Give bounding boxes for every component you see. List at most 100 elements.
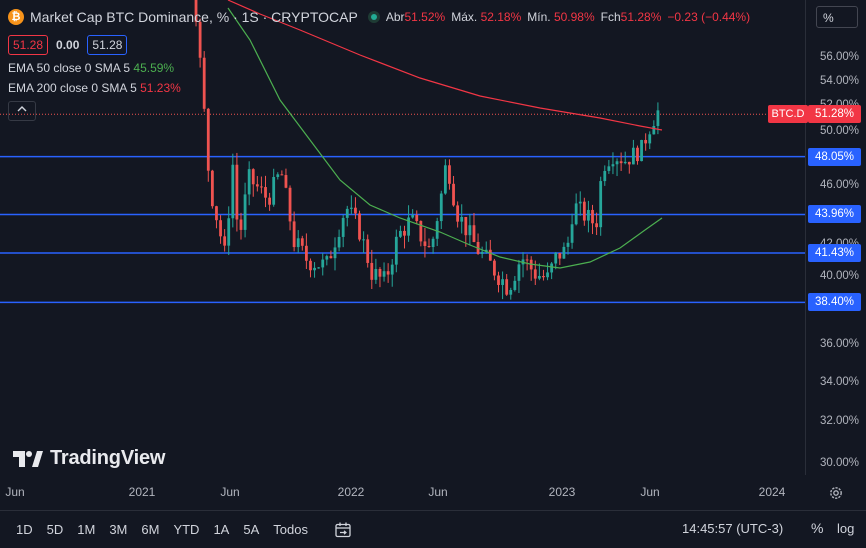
candle-body [513, 280, 517, 290]
range-5y-button[interactable]: 5A [243, 522, 260, 537]
chevron-up-icon [17, 106, 27, 112]
candle-body [403, 230, 406, 236]
percent-scale-toggle[interactable]: % [811, 520, 824, 536]
time-tick: Jun [220, 485, 240, 499]
candle-body [460, 216, 464, 222]
time-tick: Jun [428, 485, 448, 499]
range-1y-button[interactable]: 1A [213, 522, 230, 537]
candle-body [411, 214, 415, 218]
candle-body [488, 249, 492, 261]
candle-body [304, 245, 308, 261]
candle-body [272, 176, 276, 205]
candle-body [648, 134, 652, 144]
price-tick: 50.00% [819, 124, 859, 137]
candle-body [423, 241, 427, 246]
log-scale-toggle[interactable]: log [837, 521, 855, 536]
time-tick: 2023 [548, 485, 576, 499]
candle-body [264, 187, 267, 198]
watermark-text: TradingView [50, 447, 166, 469]
tradingview-watermark: TradingView [12, 447, 165, 470]
chart-settings-button[interactable] [805, 475, 866, 510]
buy-price-box[interactable]: 51.28 [87, 35, 128, 55]
candle-body [390, 264, 394, 275]
scale-units-button[interactable]: % [816, 6, 858, 28]
candle-body [280, 174, 284, 176]
time-tick: Jun [640, 485, 660, 499]
candle-body [542, 275, 545, 278]
candle-body [435, 221, 439, 239]
time-tick: Jun [5, 485, 25, 499]
candle-body [317, 267, 321, 269]
time-axis[interactable]: Jun 2021 Jun 2022 Jun 2023 Jun 2024 [0, 475, 805, 510]
candle-body [644, 139, 648, 144]
candle-body [591, 209, 594, 224]
candle-body [268, 197, 271, 205]
price-tick: 32.00% [819, 415, 859, 428]
candle-body [198, 21, 202, 58]
range-1m-button[interactable]: 1M [77, 522, 96, 537]
market-status-icon[interactable] [367, 11, 380, 23]
candle-body [215, 206, 218, 221]
range-6m-button[interactable]: 6M [141, 522, 160, 537]
sell-price-box[interactable]: 51.28 [8, 35, 49, 55]
candle-body [325, 256, 329, 260]
symbol-price-tag: BTC.D [768, 105, 808, 124]
price-value-row: 51.28 0.00 51.28 [8, 35, 750, 55]
candle-body [652, 126, 656, 135]
candle-body [378, 268, 382, 277]
clock-timezone[interactable]: 14:45:57 (UTC-3) [682, 521, 784, 536]
candle-body [370, 262, 374, 280]
ema200-line [227, 0, 663, 131]
candle-body [247, 169, 251, 195]
price-tick: 30.00% [819, 457, 859, 469]
candle-body [582, 201, 586, 221]
range-all-button[interactable]: Todos [273, 522, 308, 537]
level-price-label: 43.96% [808, 205, 861, 224]
date-range-icon[interactable] [334, 521, 352, 539]
candle-body [484, 249, 488, 252]
collapse-legend-button[interactable] [8, 101, 36, 121]
candle-body [566, 242, 570, 247]
candle-body [640, 139, 643, 162]
ohlc-open: Abr51.52% [385, 10, 446, 24]
candle-body [419, 221, 423, 242]
candle-body [574, 203, 578, 225]
ohlc-change: −0.23 (−0.44%) [667, 10, 751, 24]
price-axis[interactable]: 56.00%54.00%52.00%50.00%46.00%42.00%40.0… [805, 0, 866, 475]
bitcoin-icon: ₿ [8, 9, 24, 25]
candle-body [611, 164, 615, 167]
symbol-title[interactable]: Market Cap BTC Dominance, % · 1S · CRYPT… [30, 9, 358, 25]
indicator-ema200[interactable]: EMA 200 close 0 SMA 5 51.23% [8, 81, 181, 95]
range-ytd-button[interactable]: YTD [173, 522, 200, 537]
candle-body [276, 174, 280, 177]
candle-body [239, 219, 243, 230]
candle-body [386, 271, 390, 275]
candle-body [603, 170, 607, 182]
price-tick: 46.00% [819, 178, 859, 191]
symbol-title-row[interactable]: ₿ Market Cap BTC Dominance, % · 1S · CRY… [8, 7, 750, 27]
range-3m-button[interactable]: 3M [109, 522, 128, 537]
candle-body [517, 264, 521, 281]
indicator-ema50[interactable]: EMA 50 close 0 SMA 5 45.59% [8, 61, 175, 75]
chart-legend: ₿ Market Cap BTC Dominance, % · 1S · CRY… [8, 7, 750, 121]
range-5d-button[interactable]: 5D [46, 522, 64, 537]
candle-body [550, 263, 554, 273]
candle-body [497, 275, 500, 285]
ema50-line [227, 7, 663, 269]
price-tick: 54.00% [819, 74, 859, 87]
time-tick: 2022 [337, 485, 365, 499]
candle-body [599, 181, 603, 228]
candle-body [456, 205, 460, 222]
candle-body [202, 57, 206, 109]
candle-body [501, 279, 504, 285]
candle-body [366, 239, 370, 263]
candle-body [415, 214, 419, 222]
price-chart[interactable] [0, 0, 805, 475]
range-1d-button[interactable]: 1D [16, 522, 33, 537]
candle-body [431, 238, 435, 248]
candle-body [296, 238, 300, 248]
candle-body [505, 279, 509, 295]
candle-body [468, 225, 472, 236]
level-price-label: 48.05% [808, 147, 861, 166]
